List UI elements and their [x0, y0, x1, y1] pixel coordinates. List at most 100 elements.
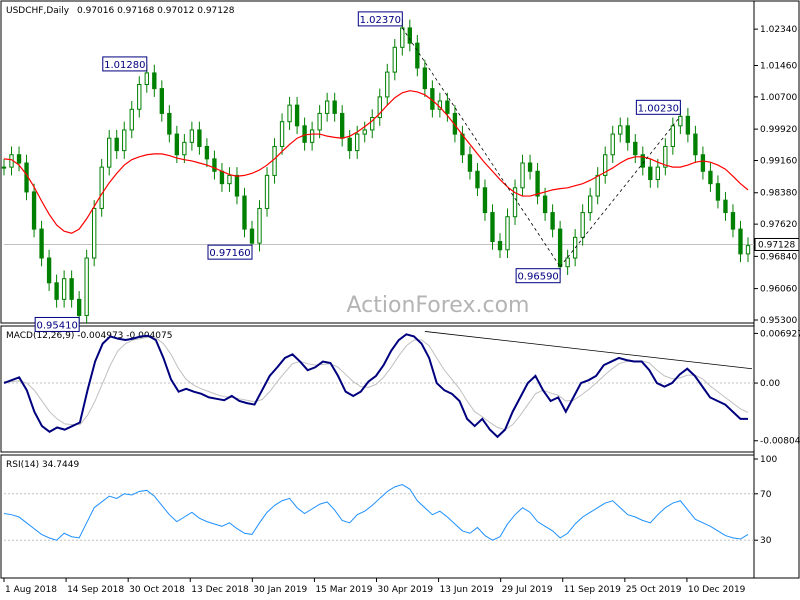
macd-axis-label: -0.008049: [760, 437, 800, 447]
last-price-tag: [754, 237, 800, 251]
candle-body: [302, 125, 307, 143]
candle-body: [603, 154, 608, 176]
candle-body: [309, 129, 315, 143]
candle-body: [347, 137, 352, 152]
candle-body: [392, 46, 397, 73]
candle-body: [227, 174, 232, 185]
candle-body: [1, 166, 7, 169]
candle-body: [678, 115, 683, 127]
x-axis-label: 30 Oct 2018: [129, 585, 185, 595]
candle-body: [618, 125, 623, 135]
candle-body: [490, 212, 495, 243]
candle-body: [84, 257, 89, 316]
candle-body: [242, 195, 247, 230]
candle-body: [219, 170, 225, 185]
candle-body: [174, 133, 180, 156]
candle-body: [475, 170, 480, 189]
candle-body: [482, 187, 488, 214]
candle-body: [377, 96, 382, 119]
swing-dashed-line: [401, 27, 561, 267]
annotation-label: 0.97160: [209, 248, 250, 259]
candle-body: [700, 154, 706, 172]
candle-body: [708, 170, 713, 185]
candle-body: [249, 228, 255, 244]
candle-body: [279, 121, 285, 147]
candle-body: [445, 100, 450, 114]
candle-body: [340, 112, 345, 139]
price-header-ohlc: 0.97016 0.97168 0.97012 0.97128: [77, 6, 235, 16]
candle-body: [257, 207, 262, 244]
x-axis-label: 1 Aug 2018: [5, 585, 57, 595]
candle-body: [542, 195, 548, 214]
candle-body: [670, 125, 676, 147]
candle-body: [264, 174, 270, 209]
x-axis-label: 11 Sep 2019: [564, 585, 621, 595]
candle-body: [685, 115, 691, 135]
candle-body: [648, 166, 653, 181]
watermark-text: ActionForex.com: [347, 293, 530, 318]
rsi-axis-label: 70: [760, 490, 772, 500]
candle-body: [144, 72, 149, 86]
annotation-label: 1.00230: [638, 103, 679, 114]
candle-body: [92, 207, 97, 259]
candle-body: [16, 154, 22, 164]
candle-body: [557, 228, 563, 268]
x-axis-label: 30 Apr 2019: [378, 585, 434, 595]
rsi-line: [3, 483, 749, 541]
x-axis-label: 10 Dec 2019: [688, 585, 746, 595]
candle-body: [407, 27, 412, 44]
rsi-axis-label: 30: [760, 536, 772, 546]
candle-body: [625, 125, 630, 143]
candle-body: [497, 241, 503, 251]
price-axis-label: 1.02340: [760, 25, 797, 35]
candle-body: [588, 195, 593, 214]
last-price-tag-label: 0.97128: [758, 240, 795, 250]
candle-body: [370, 117, 375, 131]
candle-body: [234, 174, 240, 197]
swing-dashed-line: [559, 116, 681, 267]
price-axis-label: 0.98380: [760, 189, 797, 199]
price-layer: 1.02370 1.01280 0.97160 0.95410 0.96590 1.002…: [1, 11, 754, 332]
candle-body: [272, 145, 277, 176]
candle-body: [61, 278, 67, 300]
candle-body: [512, 187, 518, 218]
candle-body: [505, 216, 510, 251]
x-axis-label: 25 Oct 2019: [626, 585, 682, 595]
candle-body: [693, 133, 698, 156]
x-axis-label: 29 Jul 2019: [502, 585, 553, 595]
rsi-header: RSI(14) 34.7449: [6, 460, 79, 470]
annotation-label: 1.01280: [104, 60, 145, 71]
candle-body: [715, 183, 721, 201]
candle-body: [633, 141, 638, 156]
candle-body: [182, 141, 187, 156]
candle-body: [640, 154, 645, 168]
candle-body: [99, 166, 104, 209]
price-axis-label: 0.96060: [760, 285, 797, 295]
moving-average-line: [3, 90, 749, 234]
x-axis-label: 13 Dec 2018: [191, 585, 249, 595]
candle-body: [520, 162, 525, 189]
x-axis-label: 15 Mar 2019: [315, 585, 372, 595]
candle-body: [204, 145, 210, 160]
candle-body: [159, 88, 164, 114]
candle-body: [527, 162, 533, 172]
x-axis-label: 13 Jun 2019: [440, 585, 494, 595]
price-axis-label: 0.96840: [760, 252, 797, 262]
candle-body: [294, 104, 300, 127]
axis-layer: 1.02340 1.01460 1.00700 0.99920 0.99160 0.983…: [3, 25, 800, 595]
candle-body: [415, 42, 420, 69]
candle-body: [655, 166, 660, 181]
macd-axis-label: 0.00: [760, 379, 780, 389]
annotation-label-box: [635, 99, 681, 115]
annotation-label-box: [515, 268, 561, 284]
candle-body: [69, 278, 74, 300]
price-axis-label: 0.99160: [760, 157, 797, 167]
right-axis-frame: [753, 0, 800, 579]
rsi-panel-frame: [0, 454, 755, 579]
candle-body: [54, 282, 59, 300]
candle-body: [197, 129, 202, 147]
candle-body: [212, 158, 217, 172]
candle-body: [745, 245, 751, 255]
rsi-layer: [3, 483, 754, 541]
